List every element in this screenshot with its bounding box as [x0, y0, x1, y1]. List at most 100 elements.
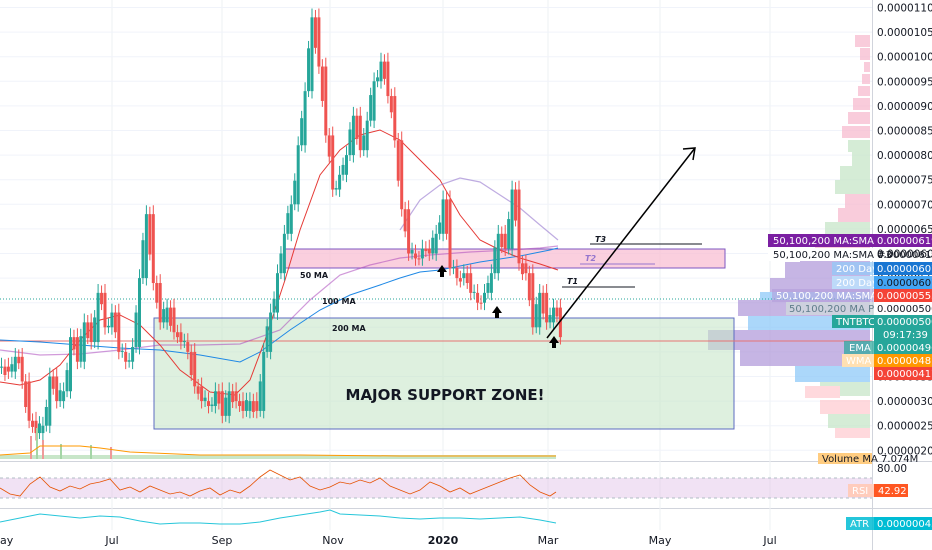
candle-body	[400, 140, 404, 210]
tag-value: 0.00000607	[877, 264, 932, 275]
candle-body	[286, 213, 290, 234]
candle-body	[555, 307, 559, 317]
tag-label: WMA	[846, 356, 872, 367]
candle-body	[272, 298, 276, 313]
candle-body	[27, 381, 31, 421]
candle-body	[58, 390, 62, 402]
candle-body	[165, 307, 169, 323]
projection-arrow[interactable]	[546, 147, 696, 339]
bounce-arrow-2	[492, 306, 502, 318]
candle-body	[448, 199, 452, 269]
candle-body	[172, 307, 176, 333]
candle-body	[365, 120, 369, 151]
candle-body	[231, 391, 235, 403]
candle-body	[86, 322, 90, 339]
candlestick-series	[0, 8, 562, 441]
t1-label: T1	[567, 277, 578, 286]
candle-body	[345, 155, 348, 175]
tag-value: 0.00000500	[877, 304, 932, 315]
candle-body	[483, 292, 486, 303]
candle-body	[258, 381, 262, 411]
candle-body	[210, 404, 214, 407]
support-zone-box[interactable]	[153, 317, 735, 430]
t2-label: T2	[585, 254, 596, 263]
candle-body	[196, 386, 200, 394]
candle-body	[93, 317, 97, 343]
candle-body	[82, 322, 86, 362]
candle-body	[376, 77, 380, 82]
candle-body	[262, 351, 266, 411]
countdown-timer: 09:17:39	[883, 330, 928, 341]
candle-body	[303, 91, 307, 146]
tag-value: 0.00000619	[877, 250, 932, 261]
candle-body	[31, 420, 35, 427]
candle-body	[51, 376, 55, 389]
candle-body	[241, 401, 245, 411]
rsi-axis-tick: 80.00	[877, 463, 907, 475]
candle-body	[427, 248, 431, 254]
x-tick: Sep	[212, 534, 233, 547]
tag-label: 50,100,200 MA:SMA #1	[776, 291, 895, 302]
candle-body	[162, 309, 166, 323]
candle-body	[324, 66, 328, 136]
candle-body	[44, 407, 48, 426]
candle-body	[310, 17, 314, 92]
candle-body	[434, 233, 438, 254]
candle-body	[414, 253, 417, 259]
candle-body	[138, 278, 141, 347]
bounce-arrow-3	[549, 336, 559, 348]
candle-body	[469, 273, 473, 293]
candle-body	[331, 135, 335, 190]
candle-body	[389, 96, 393, 113]
candle-body	[17, 356, 21, 364]
candle-body	[393, 96, 397, 141]
candle-body	[338, 174, 342, 190]
atr-tag: ATR 0.00000045	[846, 517, 932, 530]
candle-body	[520, 263, 524, 275]
candle-body	[410, 250, 414, 254]
candle-body	[120, 350, 124, 352]
support-zone-label: MAJOR SUPPORT ZONE!	[346, 386, 545, 404]
ma50-label: 50 MA	[300, 271, 329, 280]
candle-body	[34, 420, 38, 434]
candle-body	[182, 341, 186, 343]
candle-body	[144, 214, 148, 279]
ma200-line	[0, 245, 559, 356]
candle-body	[327, 135, 331, 157]
candle-body	[100, 292, 104, 305]
candle-body	[124, 351, 128, 362]
candle-body	[65, 370, 69, 392]
tag-value: 0.00000500	[877, 317, 932, 328]
candle-body	[472, 291, 476, 293]
tag-value: 0.00000417	[877, 369, 932, 380]
candle-body	[462, 273, 466, 279]
volume-ma-tag: Volume MA 7.074M	[818, 453, 918, 465]
candle-body	[465, 273, 469, 284]
candle-body	[96, 292, 100, 343]
rsi-tag: RSI 42.92	[848, 484, 908, 497]
candle-body	[207, 401, 210, 407]
candle-body	[148, 214, 152, 255]
candle-body	[541, 292, 545, 314]
candle-body	[62, 391, 66, 402]
candle-body	[382, 61, 386, 79]
candle-body	[445, 199, 449, 234]
candle-body	[238, 401, 242, 407]
candle-body	[527, 273, 531, 301]
candle-body	[431, 237, 435, 254]
candle-body	[545, 292, 549, 323]
candle-body	[134, 312, 138, 347]
candle-body	[351, 115, 355, 156]
rsi-band	[0, 478, 872, 498]
candle-body	[200, 386, 204, 402]
rsi-line	[0, 469, 557, 497]
